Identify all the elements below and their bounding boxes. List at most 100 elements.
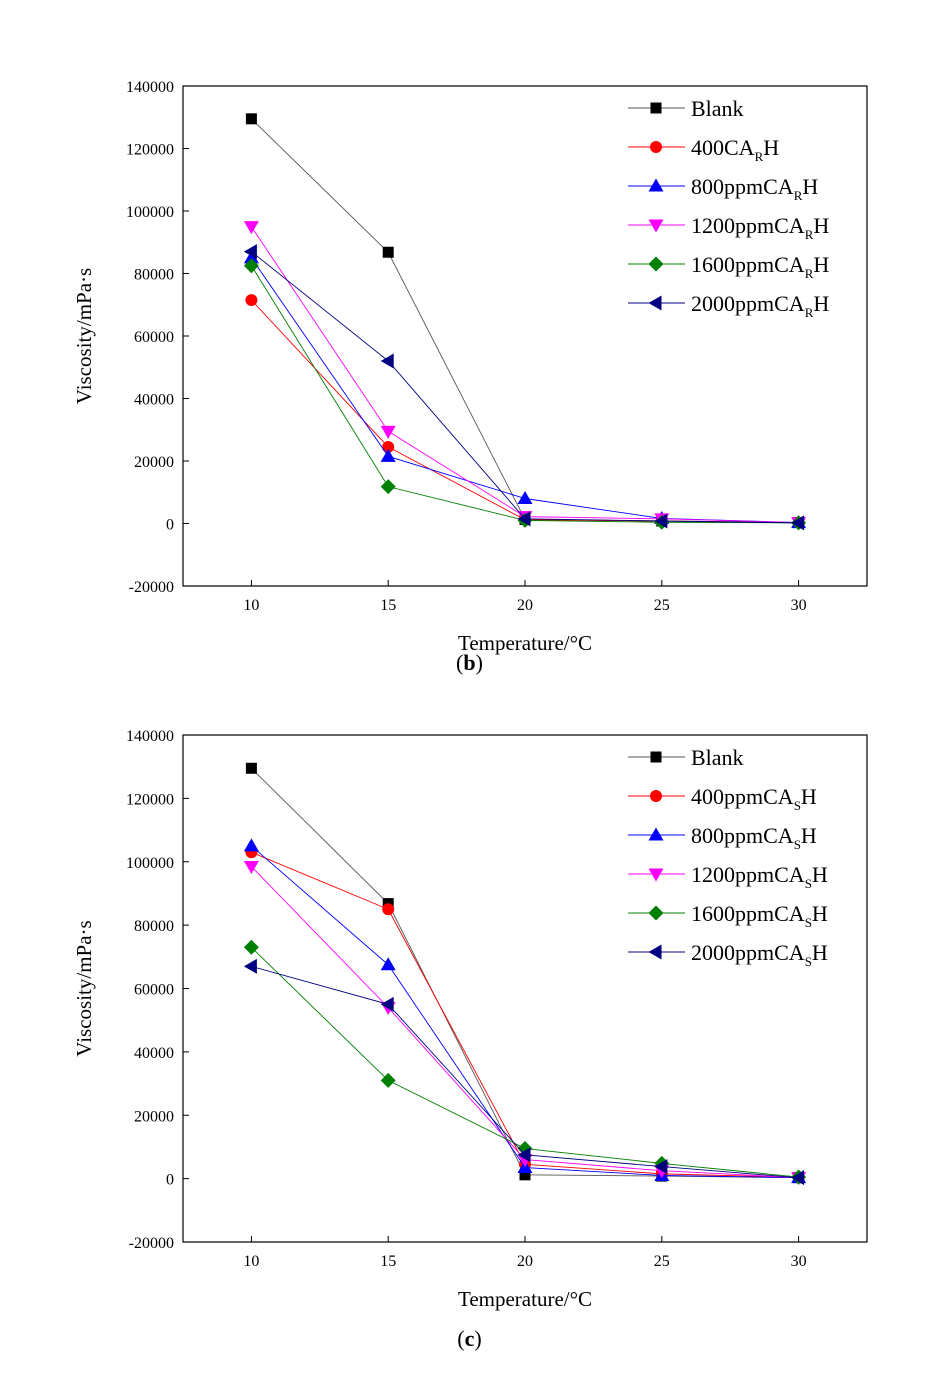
legend-label: Blank xyxy=(691,96,744,121)
data-point xyxy=(380,957,396,971)
data-point xyxy=(380,996,394,1012)
legend-marker xyxy=(650,751,662,763)
legend-marker xyxy=(650,102,662,114)
data-point xyxy=(243,221,259,235)
data-point xyxy=(380,479,396,495)
legend-label: 400ppmCASH xyxy=(691,784,817,813)
x-axis-label: Temperature/°C xyxy=(458,1287,592,1311)
legend-marker xyxy=(648,178,664,192)
series-1 xyxy=(245,846,805,1184)
legend-label: 400CARH xyxy=(691,135,779,164)
legend-marker xyxy=(650,790,662,802)
data-point xyxy=(791,1170,805,1186)
series-line xyxy=(251,299,799,524)
y-tick-label: 20000 xyxy=(134,1108,174,1125)
data-point xyxy=(382,903,395,916)
legend-entry-2: 800ppmCARH xyxy=(628,174,818,203)
data-point xyxy=(245,113,257,125)
data-point xyxy=(517,1147,531,1163)
series-5 xyxy=(243,244,805,531)
y-tick-label: 60000 xyxy=(134,982,174,999)
y-tick-label: 80000 xyxy=(134,918,174,935)
x-tick-label: 30 xyxy=(791,597,807,614)
data-point xyxy=(654,1159,668,1175)
legend-marker xyxy=(648,827,664,841)
y-axis-label: Viscosity/mPa·s xyxy=(72,920,96,1056)
data-point xyxy=(380,448,396,462)
panel-caption-c: (c) xyxy=(457,1326,482,1351)
data-point xyxy=(517,491,533,504)
data-point xyxy=(382,246,394,258)
legend-label: 2000ppmCARH xyxy=(691,291,829,320)
x-tick-label: 20 xyxy=(517,1253,533,1270)
line-chart-c: -20000 0 20000 40000 60000 80000 100000 120000 1… xyxy=(72,728,868,1311)
data-point xyxy=(243,244,257,260)
legend-entry-3: 1200ppmCARH xyxy=(628,213,829,242)
series-2 xyxy=(243,838,807,1184)
legend-entry-5: 2000ppmCARH xyxy=(628,291,829,320)
legend-entry-4: 1600ppmCASH xyxy=(628,901,828,930)
legend-entry-1: 400ppmCASH xyxy=(628,784,817,813)
legend-marker xyxy=(648,256,664,272)
x-tick-label: 15 xyxy=(380,1253,396,1270)
data-point xyxy=(245,762,257,774)
data-point xyxy=(380,353,394,369)
y-tick-label: 120000 xyxy=(126,791,174,808)
legend-label: 2000ppmCASH xyxy=(691,940,828,969)
plot-frame xyxy=(182,85,868,587)
legend-entry-0: Blank xyxy=(628,745,744,770)
legend-label: Blank xyxy=(691,745,744,770)
y-tick-label: 140000 xyxy=(126,79,174,96)
panel-caption-b: (b) xyxy=(456,650,483,675)
data-point xyxy=(243,958,257,974)
x-axis-label: Temperature/°C xyxy=(458,631,592,655)
y-tick-label: -20000 xyxy=(129,579,174,596)
legend-label: 1600ppmCASH xyxy=(691,901,828,930)
data-point xyxy=(243,250,259,264)
series-5 xyxy=(243,958,805,1186)
y-tick-label: 40000 xyxy=(134,392,174,409)
y-tick-label: -20000 xyxy=(129,1235,174,1252)
legend-entry-2: 800ppmCASH xyxy=(628,823,817,852)
legend-entry-1: 400CARH xyxy=(628,135,779,164)
y-tick-label: 0 xyxy=(166,1172,174,1189)
y-tick-label: 60000 xyxy=(134,329,174,346)
legend-entry-0: Blank xyxy=(628,96,744,121)
series-4 xyxy=(243,939,807,1185)
figure-panel-b: -20000 0 20000 40000 60000 80000 100000 120000 1… xyxy=(72,79,868,675)
figure-panel-c: -20000 0 20000 40000 60000 80000 100000 120000 1… xyxy=(0,690,939,1371)
data-point xyxy=(382,440,395,453)
legend-label: 1200ppmCARH xyxy=(691,213,829,242)
legend-label: 800ppmCASH xyxy=(691,823,817,852)
y-tick-label: 80000 xyxy=(134,267,174,284)
data-point xyxy=(519,1169,531,1181)
legend-entry-4: 1600ppmCARH xyxy=(628,252,829,281)
x-tick-label: 10 xyxy=(243,597,259,614)
x-tick-label: 15 xyxy=(380,597,396,614)
y-tick-label: 0 xyxy=(166,517,174,534)
x-tick-label: 25 xyxy=(654,597,670,614)
data-point xyxy=(517,511,531,527)
x-tick-label: 25 xyxy=(654,1253,670,1270)
data-point xyxy=(243,258,259,274)
legend-label: 1600ppmCARH xyxy=(691,252,829,281)
y-tick-label: 120000 xyxy=(126,142,174,159)
data-point xyxy=(243,861,259,875)
legend-entry-3: 1200ppmCASH xyxy=(628,862,828,891)
data-point xyxy=(654,513,668,529)
y-tick-label: 100000 xyxy=(126,855,174,872)
line-chart-b: -20000 0 20000 40000 60000 80000 100000 120000 1… xyxy=(72,79,868,655)
x-tick-label: 20 xyxy=(517,597,533,614)
legend-entry-5: 2000ppmCASH xyxy=(628,940,828,969)
y-tick-label: 100000 xyxy=(126,204,174,221)
legend-marker xyxy=(648,905,664,921)
legend-marker xyxy=(648,295,662,311)
legend-label: 1200ppmCASH xyxy=(691,862,828,891)
data-point xyxy=(791,515,805,531)
y-tick-label: 40000 xyxy=(134,1045,174,1062)
series-line xyxy=(251,845,799,1179)
legend-marker xyxy=(650,141,662,153)
data-point xyxy=(380,1072,396,1088)
y-axis-label: Viscosity/mPa·s xyxy=(72,268,96,404)
data-point xyxy=(380,425,396,439)
